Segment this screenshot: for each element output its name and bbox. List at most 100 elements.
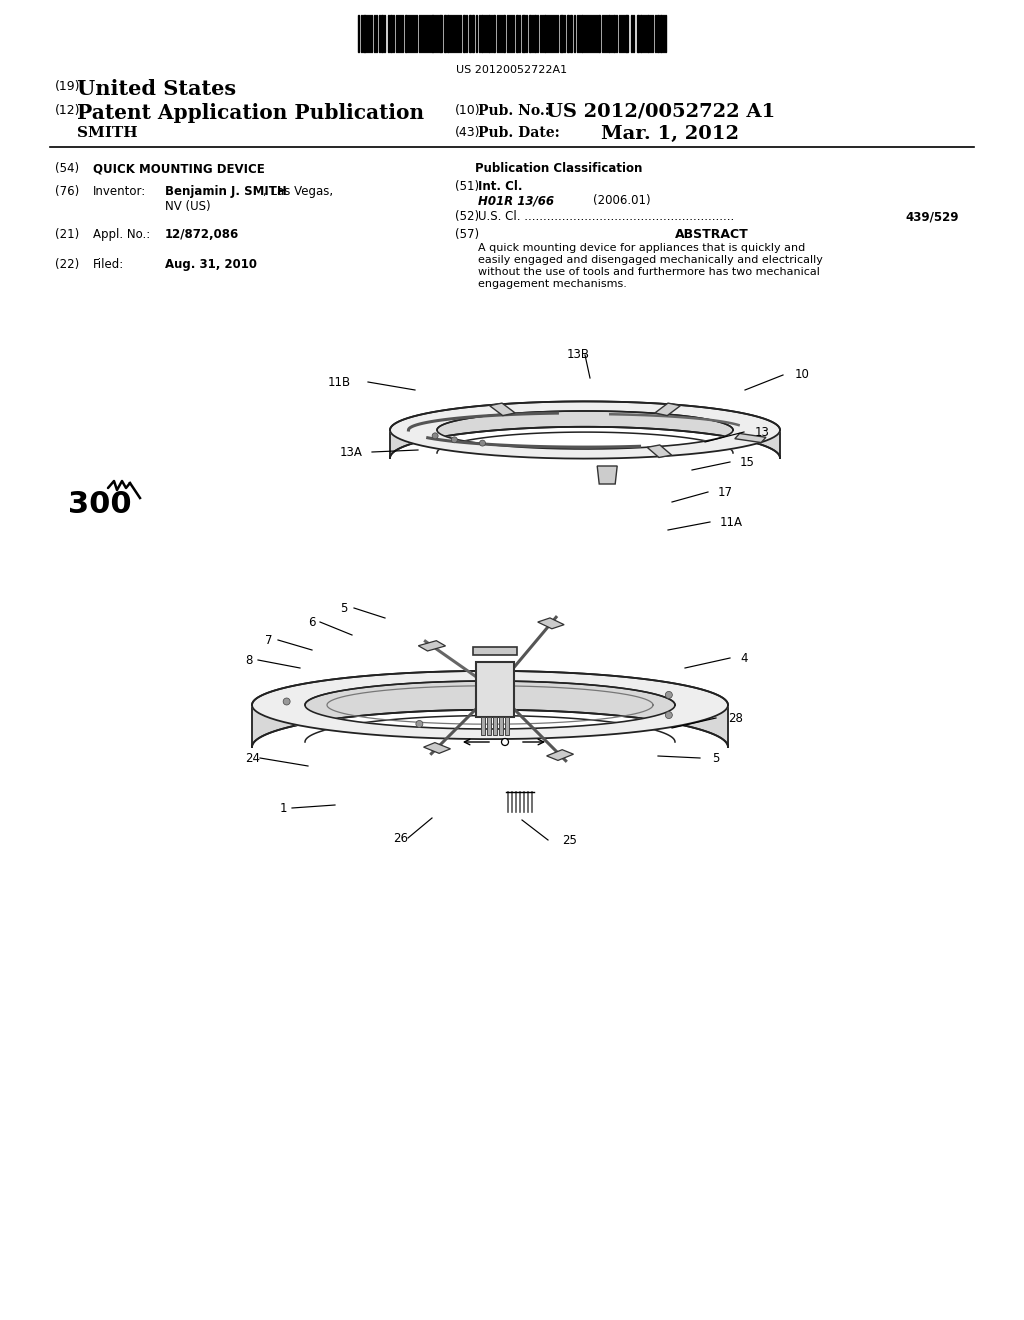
Text: Aug. 31, 2010: Aug. 31, 2010 <box>165 257 257 271</box>
Circle shape <box>666 711 673 718</box>
Polygon shape <box>647 445 672 458</box>
Text: A quick mounting device for appliances that is quickly and: A quick mounting device for appliances t… <box>478 243 805 253</box>
Text: (12): (12) <box>55 104 81 117</box>
Text: (22): (22) <box>55 257 79 271</box>
Text: easily engaged and disengaged mechanically and electrically: easily engaged and disengaged mechanical… <box>478 255 823 265</box>
Circle shape <box>432 433 438 438</box>
Text: Pub. No.:: Pub. No.: <box>478 104 550 117</box>
Bar <box>487 717 490 735</box>
Circle shape <box>486 681 494 688</box>
Bar <box>431 15 434 51</box>
Text: US 20120052722A1: US 20120052722A1 <box>457 65 567 75</box>
Bar <box>381 15 383 51</box>
Polygon shape <box>547 750 573 760</box>
Bar <box>640 15 642 51</box>
Text: (10): (10) <box>455 104 480 117</box>
Bar <box>481 15 483 51</box>
Bar <box>469 15 471 51</box>
Polygon shape <box>655 403 680 416</box>
Text: QUICK MOUNTING DEVICE: QUICK MOUNTING DEVICE <box>93 162 265 176</box>
Bar <box>560 15 563 51</box>
Text: SMITH: SMITH <box>77 125 137 140</box>
Text: 12/872,086: 12/872,086 <box>165 228 240 242</box>
Text: 11B: 11B <box>328 375 351 388</box>
Text: 24: 24 <box>245 751 260 764</box>
Text: US 2012/0052722 A1: US 2012/0052722 A1 <box>546 103 775 121</box>
Bar <box>613 15 615 51</box>
Text: 300: 300 <box>68 490 132 519</box>
Text: Int. Cl.: Int. Cl. <box>478 180 522 193</box>
Bar <box>493 15 495 51</box>
Bar <box>660 15 662 51</box>
Bar <box>581 15 583 51</box>
Polygon shape <box>390 401 780 458</box>
Text: 13B: 13B <box>567 348 590 362</box>
Text: Pub. Date:: Pub. Date: <box>478 125 560 140</box>
Text: 13A: 13A <box>340 446 362 458</box>
Text: 7: 7 <box>265 634 272 647</box>
Bar <box>488 15 490 51</box>
Text: 17: 17 <box>718 486 733 499</box>
Bar <box>544 15 546 51</box>
Bar <box>503 15 505 51</box>
Text: (51): (51) <box>455 180 479 193</box>
Bar <box>567 15 569 51</box>
Text: Appl. No.:: Appl. No.: <box>93 228 151 242</box>
Text: 26: 26 <box>393 832 408 845</box>
Polygon shape <box>735 433 766 442</box>
Text: (57): (57) <box>455 228 479 242</box>
Bar <box>473 647 517 655</box>
Bar <box>499 717 503 735</box>
Text: Inventor:: Inventor: <box>93 185 146 198</box>
Circle shape <box>666 692 673 698</box>
Text: H01R 13/66: H01R 13/66 <box>478 194 554 207</box>
Text: (43): (43) <box>455 125 480 139</box>
Bar <box>516 15 518 51</box>
Text: (2006.01): (2006.01) <box>593 194 650 207</box>
Text: 5: 5 <box>712 751 720 764</box>
Text: (21): (21) <box>55 228 79 242</box>
Text: 10: 10 <box>795 368 810 381</box>
Text: Benjamin J. SMITH: Benjamin J. SMITH <box>165 185 287 198</box>
Text: 11A: 11A <box>720 516 743 528</box>
Polygon shape <box>538 618 564 628</box>
Bar <box>362 15 366 51</box>
Text: 439/529: 439/529 <box>905 210 959 223</box>
Text: without the use of tools and furthermore has two mechanical: without the use of tools and furthermore… <box>478 267 820 277</box>
Text: United States: United States <box>77 79 237 99</box>
Circle shape <box>479 440 485 446</box>
Text: NV (US): NV (US) <box>165 201 211 213</box>
Text: 4: 4 <box>740 652 748 664</box>
Text: 15: 15 <box>740 455 755 469</box>
Bar <box>625 15 628 51</box>
Polygon shape <box>419 640 445 651</box>
Bar <box>481 717 485 735</box>
Bar <box>493 717 497 735</box>
Text: 6: 6 <box>308 615 315 628</box>
Polygon shape <box>597 466 617 484</box>
Text: (52): (52) <box>455 210 479 223</box>
Circle shape <box>502 738 509 746</box>
Text: 28: 28 <box>728 711 742 725</box>
Bar <box>534 15 536 51</box>
Text: 1: 1 <box>280 801 288 814</box>
Text: ABSTRACT: ABSTRACT <box>675 228 749 242</box>
Text: (76): (76) <box>55 185 79 198</box>
Text: engagement mechanisms.: engagement mechanisms. <box>478 279 627 289</box>
Bar <box>472 15 474 51</box>
Bar <box>598 15 600 51</box>
Polygon shape <box>390 401 780 458</box>
Bar <box>505 717 509 735</box>
Bar <box>529 15 531 51</box>
Text: 5: 5 <box>340 602 347 615</box>
Bar <box>447 15 449 51</box>
Text: Mar. 1, 2012: Mar. 1, 2012 <box>601 125 739 143</box>
Polygon shape <box>489 403 515 416</box>
Circle shape <box>416 721 423 727</box>
Text: 8: 8 <box>245 653 252 667</box>
Circle shape <box>284 698 290 705</box>
Bar <box>406 15 407 51</box>
Polygon shape <box>424 743 451 754</box>
Bar <box>444 15 446 51</box>
Text: (54): (54) <box>55 162 79 176</box>
